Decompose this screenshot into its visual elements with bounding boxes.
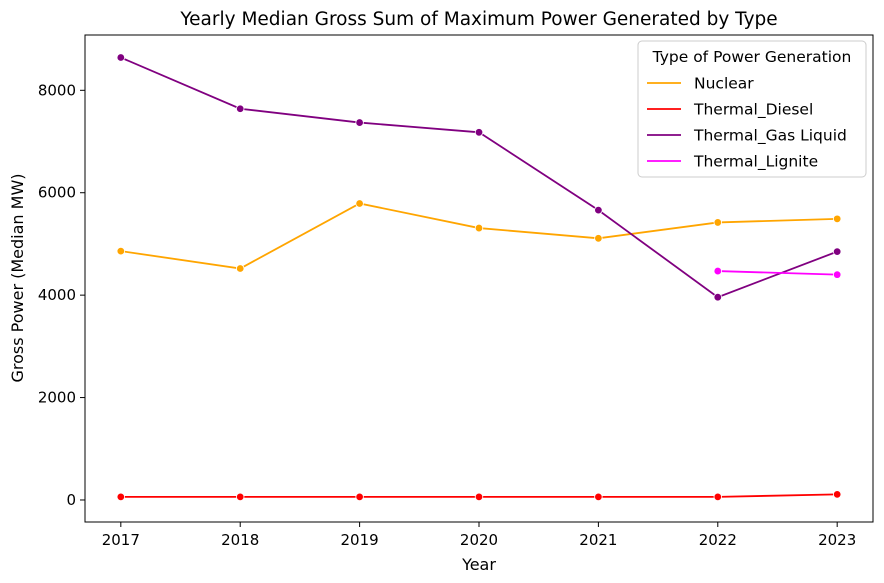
data-point-thermal-gas-liquid (832, 247, 842, 256)
y-tick-label: 8000 (38, 81, 76, 99)
data-point-thermal-diesel (355, 492, 364, 502)
y-tick-label: 2000 (38, 389, 76, 407)
x-axis: 2017 2018 2019 2020 2021 2022 2023 (102, 522, 856, 549)
y-tick-label: 0 (66, 491, 76, 509)
plot-area (116, 53, 842, 502)
series-line-thermal-lignite (717, 270, 838, 276)
data-point-nuclear (594, 234, 603, 243)
data-point-thermal-gas-liquid (355, 118, 364, 127)
data-point-nuclear (236, 264, 245, 273)
legend-box (637, 40, 867, 178)
data-point-nuclear (355, 199, 364, 208)
data-point-thermal-gas-liquid (236, 104, 245, 113)
legend-entry-label: Thermal_Gas Liquid (693, 127, 847, 146)
series-line-nuclear (120, 202, 838, 270)
chart-title: Yearly Median Gross Sum of Maximum Power… (179, 9, 777, 30)
y-axis-label: Gross Power (Median MW) (8, 173, 27, 382)
data-point-thermal-diesel (116, 492, 126, 502)
data-point-nuclear (832, 214, 842, 224)
x-tick-label: 2020 (460, 531, 498, 549)
data-point-thermal-diesel (713, 492, 722, 502)
y-tick-label: 4000 (38, 286, 76, 304)
data-point-nuclear (116, 246, 126, 256)
data-point-thermal-diesel (474, 492, 484, 502)
data-point-thermal-lignite (832, 270, 842, 279)
x-tick-label: 2019 (341, 531, 379, 549)
x-tick-label: 2017 (102, 531, 140, 549)
data-point-thermal-diesel (594, 492, 603, 502)
legend-entry-label: Thermal_Diesel (693, 101, 813, 120)
data-point-nuclear (713, 218, 722, 227)
x-tick-label: 2022 (699, 531, 737, 549)
legend-entry-label: Nuclear (694, 75, 754, 93)
legend-title: Type of Power Generation (652, 48, 852, 66)
x-tick-label: 2023 (818, 531, 856, 549)
data-point-thermal-diesel (236, 492, 245, 502)
legend-entry-label: Thermal_Lignite (693, 153, 818, 172)
y-tick-label: 6000 (38, 184, 76, 202)
x-tick-label: 2021 (579, 531, 617, 549)
x-axis-label: Year (461, 555, 496, 574)
data-point-thermal-gas-liquid (594, 205, 603, 215)
data-point-thermal-gas-liquid (474, 128, 484, 137)
data-point-thermal-diesel (832, 490, 842, 499)
data-point-thermal-gas-liquid (116, 53, 126, 62)
data-point-thermal-gas-liquid (713, 292, 722, 302)
data-point-nuclear (474, 223, 484, 233)
x-tick-label: 2018 (221, 531, 259, 549)
data-point-thermal-lignite (713, 266, 722, 276)
legend: Type of Power Generation Nuclear Thermal_… (637, 40, 867, 178)
y-axis: 0 2000 4000 6000 8000 (38, 81, 85, 509)
